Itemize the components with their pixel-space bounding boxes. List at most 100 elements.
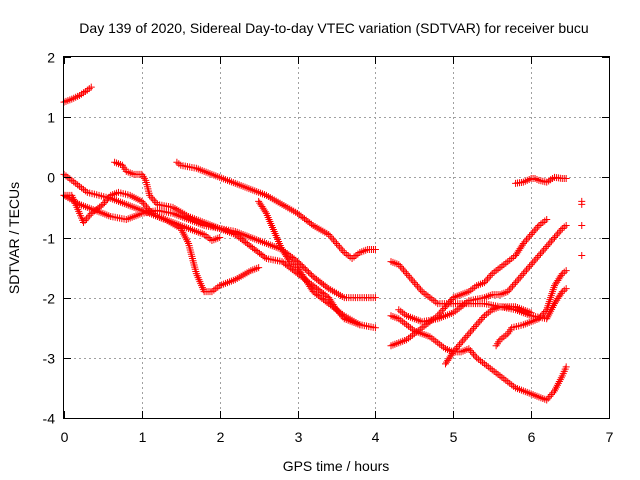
data-point-marker bbox=[350, 253, 358, 261]
data-point-marker bbox=[459, 301, 467, 309]
data-point-marker bbox=[535, 252, 543, 260]
data-point-marker bbox=[440, 304, 448, 312]
data-point-marker bbox=[546, 239, 554, 247]
data-point-marker bbox=[537, 220, 545, 228]
data-point-marker bbox=[261, 208, 269, 216]
data-point-marker bbox=[518, 271, 526, 279]
data-point-marker bbox=[557, 226, 565, 234]
x-tick-label: 3 bbox=[295, 429, 303, 445]
data-point-marker bbox=[216, 234, 224, 241]
data-point-marker bbox=[339, 310, 347, 318]
grid-layer bbox=[64, 57, 609, 418]
x-tick-label: 2 bbox=[217, 429, 225, 445]
data-point-marker bbox=[518, 241, 526, 249]
data-point-marker bbox=[482, 277, 490, 285]
data-point-marker bbox=[261, 253, 269, 261]
data-point-marker bbox=[539, 218, 547, 226]
data-point-marker bbox=[488, 366, 496, 374]
data-point-marker bbox=[485, 273, 493, 281]
data-point-marker bbox=[484, 275, 492, 283]
data-point-marker bbox=[371, 294, 379, 302]
data-point-marker bbox=[175, 160, 183, 168]
data-point-marker bbox=[463, 332, 471, 340]
data-point-marker bbox=[494, 370, 502, 378]
data-point-marker bbox=[285, 256, 293, 264]
data-point-marker bbox=[535, 315, 543, 323]
data-point-marker bbox=[536, 313, 544, 321]
data-point-marker bbox=[544, 394, 552, 402]
data-point-marker bbox=[126, 169, 134, 177]
data-point-marker bbox=[344, 252, 352, 260]
data-point-marker bbox=[70, 178, 78, 186]
data-point-marker bbox=[405, 322, 413, 330]
data-point-marker bbox=[430, 336, 438, 344]
data-point-marker bbox=[500, 333, 508, 341]
y-tick-label: 2 bbox=[47, 50, 55, 66]
data-point-marker bbox=[482, 310, 490, 318]
data-point-marker bbox=[500, 289, 508, 297]
data-point-marker bbox=[521, 268, 529, 276]
data-point-marker bbox=[560, 223, 568, 231]
data-point-marker bbox=[558, 224, 566, 232]
data-point-marker bbox=[459, 337, 467, 345]
data-point-marker bbox=[530, 227, 538, 235]
data-point-marker bbox=[496, 372, 504, 380]
data-point-marker bbox=[535, 221, 543, 229]
data-point-marker bbox=[307, 220, 315, 228]
data-point-marker bbox=[562, 267, 570, 275]
data-point-marker bbox=[492, 369, 500, 377]
data-point-marker bbox=[406, 324, 414, 332]
data-point-marker bbox=[549, 389, 557, 397]
data-point-marker bbox=[100, 199, 108, 207]
data-point-marker bbox=[490, 367, 498, 375]
data-point-marker bbox=[487, 271, 495, 279]
data-point-marker bbox=[455, 304, 463, 312]
data-point-marker bbox=[432, 337, 440, 345]
data-point-marker bbox=[297, 261, 305, 269]
data-point-marker bbox=[454, 342, 462, 350]
data-point-marker bbox=[529, 229, 537, 237]
data-point-marker bbox=[426, 294, 434, 302]
data-point-marker bbox=[415, 284, 423, 292]
data-point-marker bbox=[477, 280, 485, 288]
data-point-marker bbox=[508, 255, 516, 263]
data-point-marker bbox=[510, 280, 518, 288]
data-point-marker bbox=[87, 83, 95, 91]
data-point-marker bbox=[471, 352, 479, 360]
data-point-marker bbox=[399, 309, 407, 317]
data-point-marker bbox=[436, 340, 444, 348]
data-point-marker bbox=[496, 264, 504, 272]
data-point-marker bbox=[538, 248, 546, 256]
data-point-marker bbox=[529, 259, 537, 267]
data-point-marker bbox=[397, 307, 405, 315]
data-point-marker bbox=[512, 279, 520, 287]
data-point-marker bbox=[323, 292, 331, 300]
data-point-marker bbox=[500, 375, 508, 383]
data-point-marker bbox=[356, 321, 364, 329]
data-point-marker bbox=[333, 240, 340, 248]
data-point-marker bbox=[428, 295, 436, 303]
data-point-marker bbox=[420, 289, 428, 297]
data-point-marker bbox=[418, 288, 426, 296]
data-point-marker bbox=[484, 309, 492, 317]
data-point-marker bbox=[544, 241, 552, 249]
data-point-marker bbox=[81, 217, 89, 225]
data-point-marker bbox=[510, 253, 518, 261]
data-point-marker bbox=[498, 262, 506, 270]
data-point-marker bbox=[482, 361, 490, 369]
x-tick-label: 4 bbox=[372, 429, 380, 445]
x-tick-label: 1 bbox=[139, 429, 147, 445]
x-tick-label: 0 bbox=[61, 429, 69, 445]
data-point-marker bbox=[490, 268, 498, 276]
data-point-marker bbox=[97, 202, 105, 210]
data-point-marker bbox=[502, 259, 510, 267]
data-point-marker bbox=[406, 273, 414, 281]
data-point-marker bbox=[540, 309, 548, 317]
data-point-marker bbox=[554, 230, 562, 238]
data-point-marker bbox=[519, 240, 527, 248]
data-point-marker bbox=[504, 378, 512, 386]
data-point-marker bbox=[152, 199, 160, 207]
chart-title: Day 139 of 2020, Sidereal Day-to-day VTE… bbox=[79, 20, 588, 36]
y-tick-label: -1 bbox=[43, 231, 56, 247]
